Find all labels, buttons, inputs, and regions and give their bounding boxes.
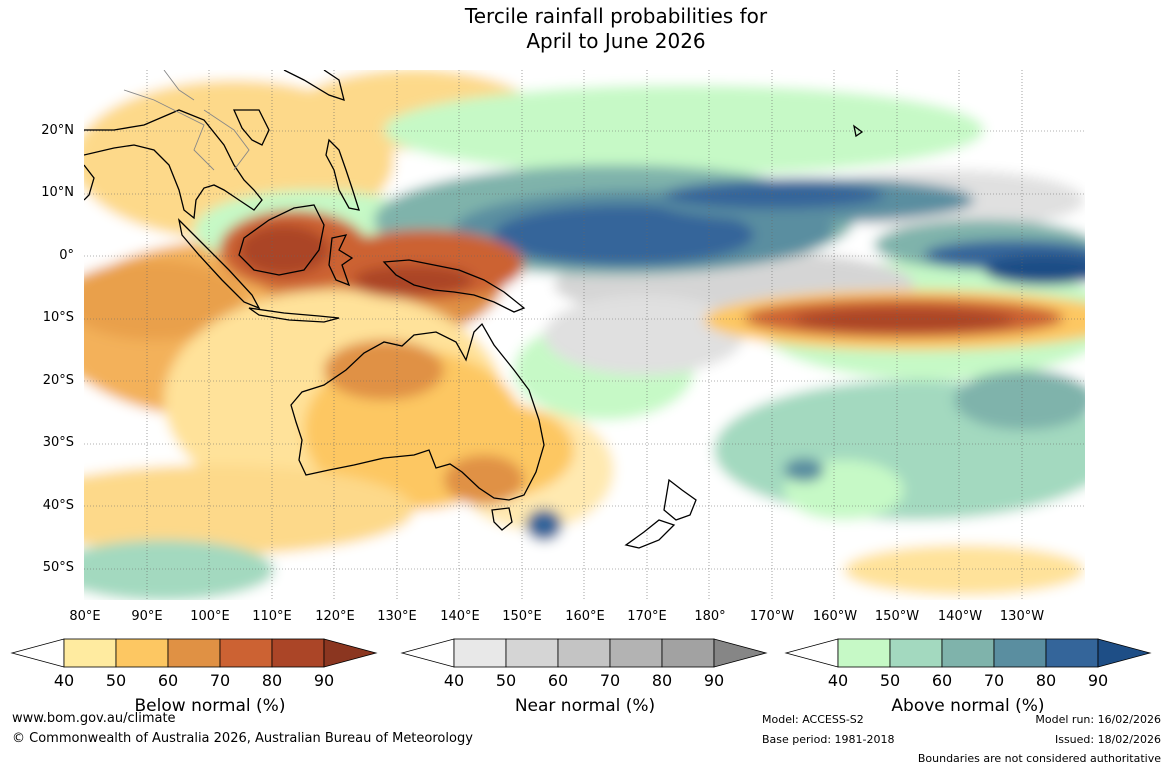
mainland-asia-coastline [84,109,263,220]
base-period: Base period: 1981-2018 [762,733,895,746]
country-borders [123,70,250,171]
colorbar-swatch [63,638,117,668]
lat-label: 40°S [42,498,74,513]
title-line-1: Tercile rainfall probabilities for [464,4,768,28]
below-normal-colorbar [10,638,378,668]
lon-label: 110°E [252,609,292,624]
coastlines [84,70,864,549]
lat-label: 50°S [42,560,74,575]
lat-label: 20°S [42,373,74,388]
title-line-2: April to June 2026 [526,29,706,53]
colorbar-swatch [661,638,715,668]
sumatra-coastline [177,218,261,310]
lon-label: 100°E [190,609,230,624]
colorbar-tick: 50 [105,671,127,690]
colorbar-tick: 90 [1087,671,1109,690]
colorbar-tick: 60 [931,671,953,690]
lon-label: 160°W [812,609,858,624]
colorbar-tick: 80 [651,671,673,690]
map-title: Tercile rainfall probabilities for April… [0,4,1173,54]
new-zealand-coastline [624,478,697,549]
colorbar-swatch [557,638,611,668]
colorbar-tick: 60 [547,671,569,690]
lon-label: 170°W [749,609,795,624]
colorbar-tick: 90 [703,671,725,690]
tasmania-coastline [491,507,513,531]
colorbar-swatch [837,638,891,668]
colorbar-tick: 40 [443,671,465,690]
colorbar-tick: 40 [827,671,849,690]
colorbar-swatch [323,638,378,668]
near-normal-colorbar [400,638,768,668]
new-guinea-coastline [382,259,526,313]
model-run: Model run: 16/02/2026 [1035,713,1161,726]
map-canvas [84,70,1085,600]
lat-label: 10°S [42,310,74,325]
lon-label: 180° [694,609,726,624]
colorbar-swatch [453,638,507,668]
colorbar-tick: 70 [983,671,1005,690]
colorbar-swatch [1045,638,1099,668]
colorbar-swatch [400,638,455,668]
disclaimer: Boundaries are not considered authoritat… [917,752,1161,765]
colorbar-swatch [713,638,768,668]
near-normal-title: Near normal (%) [514,696,656,716]
colorbar-swatch [889,638,943,668]
java-coastline [248,307,340,323]
below-normal-title: Below normal (%) [134,696,286,716]
philippines-coastline [325,138,360,211]
sulawesi-coastline [328,234,354,287]
colorbar-swatch [941,638,995,668]
lon-label: 90°E [131,609,163,624]
colorbar-swatch [784,638,839,668]
lon-label: 150°W [874,609,920,624]
source-url[interactable]: www.bom.gov.au/climate [12,711,176,726]
rainfall-probability-map [84,70,1085,600]
colorbar-tick: 80 [261,671,283,690]
colorbar-swatch [993,638,1047,668]
lon-label: 160°E [565,609,605,624]
colorbar-tick: 60 [157,671,179,690]
colorbar-tick: 90 [313,671,335,690]
lat-label: 20°N [41,123,74,138]
colorbar-swatch [505,638,559,668]
colorbar-tick: 70 [599,671,621,690]
borneo-coastline [238,204,325,276]
colorbar-swatch [167,638,221,668]
australia-coastline [290,322,545,501]
colorbar-tick: 50 [495,671,517,690]
lon-label: 170°E [627,609,667,624]
lat-label: 10°N [41,185,74,200]
graticule [84,70,1085,600]
issued-date: Issued: 18/02/2026 [1054,733,1161,746]
probability-field [84,70,1085,600]
colorbar-swatch [115,638,169,668]
lon-label: 140°E [440,609,480,624]
lat-label: 0° [59,248,74,263]
lon-label: 140°W [937,609,983,624]
colorbar-swatch [1097,638,1152,668]
colorbar-swatch [10,638,65,668]
lon-label: 80°E [69,609,101,624]
colorbar-swatch [609,638,663,668]
lon-label: 130°W [999,609,1045,624]
above-normal-title: Above normal (%) [891,696,1045,716]
hawaii-coastline [853,124,864,138]
colorbar-swatch [219,638,273,668]
model-label: Model: ACCESS-S2 [762,713,864,726]
colorbar-swatch [271,638,325,668]
colorbar-tick: 70 [209,671,231,690]
copyright: © Commonwealth of Australia 2026, Austra… [12,731,473,746]
colorbar-tick: 50 [879,671,901,690]
above-normal-colorbar [784,638,1152,668]
lon-label: 150°E [502,609,542,624]
lon-label: 130°E [377,609,417,624]
lat-label: 30°S [42,435,74,450]
lon-label: 120°E [315,609,355,624]
colorbar-tick: 40 [53,671,75,690]
colorbar-tick: 80 [1035,671,1057,690]
